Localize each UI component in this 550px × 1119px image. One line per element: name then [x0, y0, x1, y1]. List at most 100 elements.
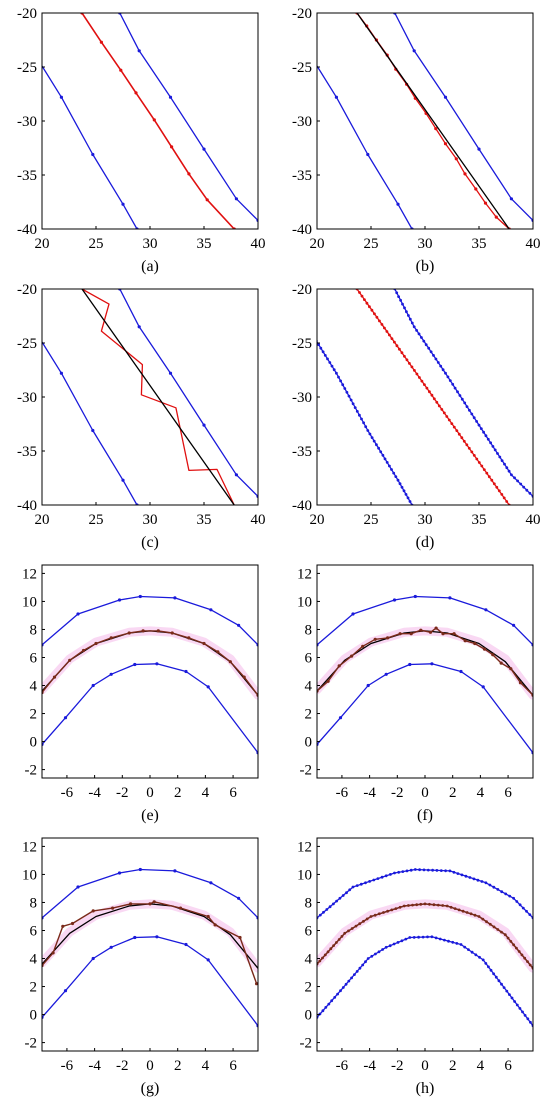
point-boundary-1-56	[525, 488, 529, 492]
y-tick-label: -40	[17, 222, 37, 238]
point-fit-4-17	[491, 653, 495, 657]
point-boundary-1-2	[91, 683, 95, 688]
point-boundary-1-58	[510, 996, 514, 1000]
point-boundary-1-20	[436, 361, 440, 364]
point-fit-4-2	[337, 664, 341, 668]
point-boundary-1-60	[515, 1003, 519, 1007]
point-boundary-0-51	[515, 900, 519, 903]
y-tick-label: -30	[17, 390, 37, 406]
point-boundary-1-35	[434, 936, 438, 940]
plot-area	[317, 868, 533, 1028]
series-boundary-0	[317, 868, 533, 919]
point-boundary-0-10	[302, 318, 305, 321]
point-boundary-1-6	[459, 669, 463, 674]
point-fit-4-7	[141, 629, 145, 633]
x-tick-label: 35	[472, 512, 487, 528]
point-boundary-1-22	[441, 368, 445, 372]
x-tick-label: 6	[504, 1058, 512, 1074]
point-fit-4-23	[394, 907, 398, 910]
series-truth-3	[356, 13, 510, 229]
point-boundary-0-37	[460, 873, 464, 877]
point-boundary-0-3	[91, 428, 95, 433]
y-tick-label: 2	[30, 980, 38, 996]
point-path-2-59	[502, 496, 506, 500]
subplot-caption: (g)	[141, 1080, 160, 1097]
point-path-2-14	[494, 215, 498, 219]
point-boundary-1-50	[507, 469, 511, 473]
x-tick-label: -6	[61, 785, 74, 801]
point-boundary-1-22	[381, 948, 384, 951]
point-fit-4-6	[127, 631, 131, 635]
point-boundary-0-33	[351, 402, 355, 406]
point-boundary-0-11	[304, 322, 307, 325]
point-boundary-1-41	[459, 943, 463, 946]
point-fit-4-5	[111, 906, 115, 910]
x-tick-label: -6	[61, 1058, 74, 1074]
x-tick-label: 25	[89, 236, 104, 252]
x-tick-label: 20	[35, 512, 50, 528]
point-boundary-0-6	[237, 623, 241, 627]
subplot-f: -6 -4 -2 0 2 4 6 -2 0 2 4 6 8 10 12 (f)	[297, 564, 534, 824]
point-boundary-1-4	[234, 197, 238, 201]
series-boundary-0	[42, 340, 138, 505]
point-boundary-1-23	[384, 945, 388, 949]
point-boundary-0-27	[418, 868, 421, 872]
point-path-2-14	[390, 337, 394, 340]
x-tick-label: 20	[35, 236, 50, 252]
point-boundary-0-35	[452, 870, 456, 874]
point-fit-4-1	[52, 675, 57, 679]
point-path-2-5	[368, 305, 371, 309]
x-tick-label: 30	[418, 512, 433, 528]
y-tick-label: -40	[292, 498, 312, 514]
point-boundary-1-52	[494, 975, 498, 979]
point-fit-4-55	[517, 950, 521, 953]
point-boundary-0-48	[383, 457, 387, 461]
point-fit-4-27	[411, 903, 414, 907]
y-tick-label: 6	[305, 923, 313, 939]
point-path-2-40	[455, 429, 459, 432]
point-boundary-0-50	[512, 896, 515, 900]
point-boundary-1-14	[422, 339, 426, 343]
point-boundary-0-8	[341, 894, 345, 897]
point-boundary-0-17	[317, 343, 320, 346]
point-boundary-1-13	[420, 336, 423, 339]
subplot-caption: (c)	[141, 534, 159, 551]
point-boundary-1-2	[397, 295, 400, 298]
point-fit-4-38	[457, 908, 461, 912]
point-fit-4-1	[326, 679, 330, 683]
y-tick-label: -20	[292, 282, 312, 298]
point-boundary-1-28	[404, 937, 408, 941]
point-fit-4-8	[156, 629, 160, 633]
point-fit-4-8	[337, 938, 341, 941]
point-path-2-7	[205, 198, 209, 202]
point-boundary-1-46	[478, 955, 481, 959]
point-boundary-1-45	[496, 452, 499, 455]
point-fit-4-24	[398, 905, 402, 909]
point-boundary-0-3	[413, 594, 417, 599]
point-boundary-0-57	[402, 489, 406, 493]
point-path-2-22	[410, 365, 414, 369]
y-tick-label: 6	[30, 923, 38, 939]
point-fit-4-40	[465, 911, 469, 914]
point-boundary-1-10	[412, 325, 416, 329]
point-fit-4-5	[109, 636, 113, 640]
point-boundary-0-1	[275, 291, 278, 294]
point-boundary-1-6	[333, 996, 337, 999]
point-path-2-56	[495, 485, 499, 489]
point-fit-4-19	[509, 667, 513, 671]
point-boundary-1-8	[339, 989, 342, 993]
point-boundary-1-2	[168, 95, 173, 99]
point-path-2-53	[487, 475, 491, 479]
point-boundary-1-25	[392, 942, 396, 946]
point-boundary-1-49	[487, 965, 490, 969]
point-boundary-0-59	[406, 496, 410, 500]
point-boundary-1-2	[168, 371, 173, 375]
point-boundary-0-20	[323, 354, 327, 357]
point-boundary-0-28	[422, 868, 426, 872]
point-boundary-1-1	[137, 325, 141, 329]
point-boundary-0-26	[337, 375, 340, 379]
point-boundary-1-32	[465, 405, 469, 408]
point-boundary-0-4	[173, 596, 177, 600]
x-tick-label: -4	[88, 785, 101, 801]
point-boundary-0-12	[355, 884, 359, 887]
